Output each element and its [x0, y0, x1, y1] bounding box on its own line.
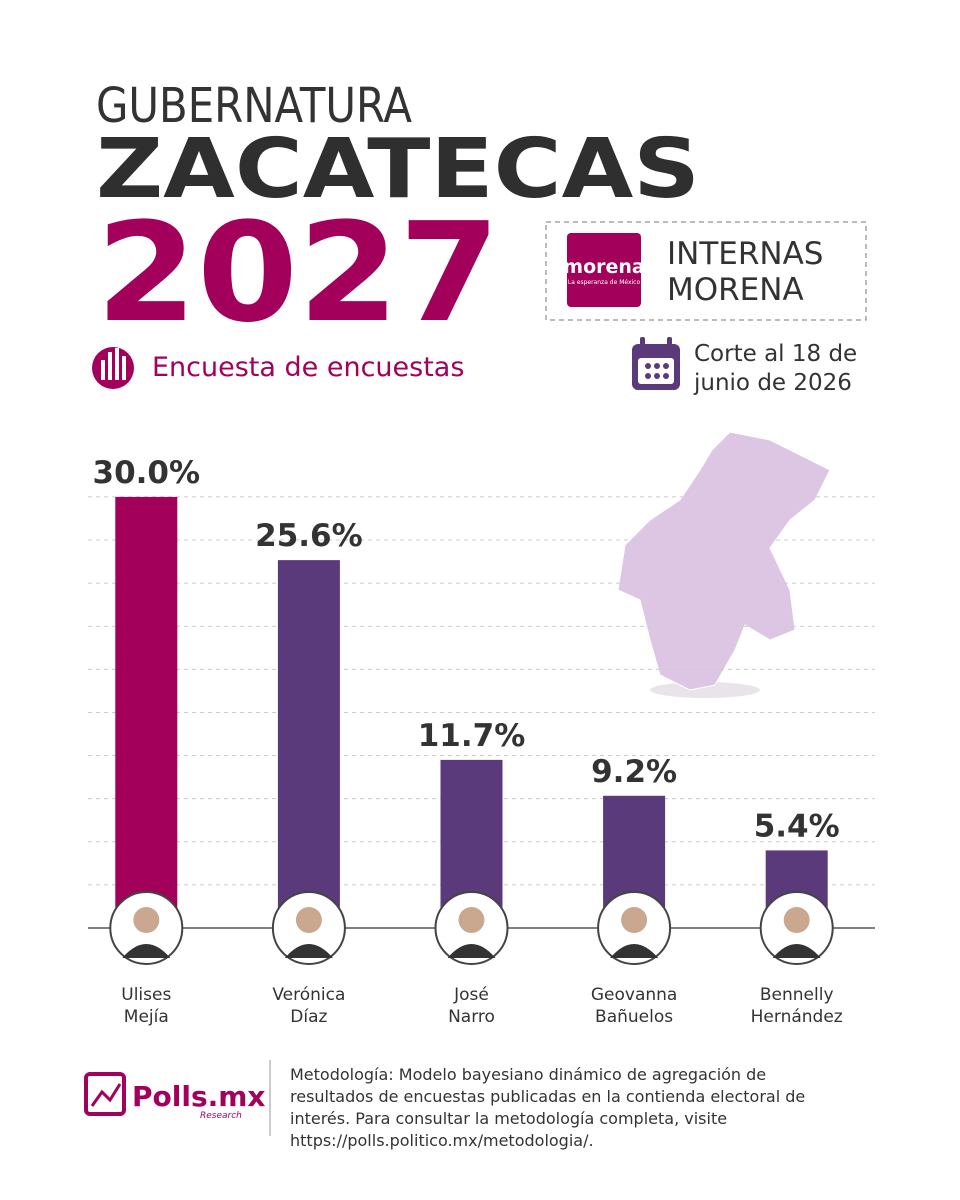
x-tick-label: José Narro: [448, 985, 495, 1027]
brand-logo: [84, 1072, 126, 1116]
value-label: 5.4%: [754, 808, 840, 844]
photo-body: [284, 944, 333, 958]
value-label: 9.2%: [591, 754, 677, 790]
badge-text: INTERNAS MORENA: [667, 236, 824, 308]
value-label: 11.7%: [418, 718, 526, 754]
title: ZACATECAS: [96, 122, 700, 217]
badge-box: [545, 221, 867, 321]
survey-icon: [92, 347, 134, 389]
party-logo: [567, 233, 641, 307]
x-tick-label: Ulises Mejía: [121, 985, 172, 1027]
x-tick-label: Geovanna Bañuelos: [590, 985, 678, 1027]
photo-body: [447, 944, 496, 958]
photo-body: [122, 944, 171, 958]
photo-head: [621, 907, 648, 933]
subtitle: Encuesta de encuestas: [152, 352, 464, 383]
x-tick-label: Verónica Díaz: [272, 985, 346, 1027]
logo-text: morena: [563, 256, 644, 278]
state-map: [617, 431, 831, 698]
value-label: 30.0%: [93, 455, 201, 491]
photo-head: [295, 907, 322, 933]
x-tick-label: Bennelly Hernández: [750, 985, 843, 1027]
photo-body: [610, 944, 659, 958]
value-label: 25.6%: [255, 518, 363, 554]
photo-head: [133, 907, 160, 933]
photo-body: [772, 944, 821, 958]
photo-head: [458, 907, 485, 933]
methodology: Metodología: Modelo bayesiano dinámico d…: [290, 1065, 806, 1150]
year: 2027: [96, 194, 500, 353]
cutoff-date: Corte al 18 de junio de 2026: [694, 341, 858, 396]
overline: GUBERNATURA: [96, 78, 412, 134]
bar: [277, 560, 340, 928]
logo-tagline: La esperanza de México: [568, 279, 641, 286]
brand-sub: Research: [200, 1111, 242, 1121]
photo-head: [783, 907, 810, 933]
brand-name: Polls.mx: [132, 1080, 266, 1113]
calendar-icon: [632, 337, 680, 390]
bar: [115, 496, 178, 928]
